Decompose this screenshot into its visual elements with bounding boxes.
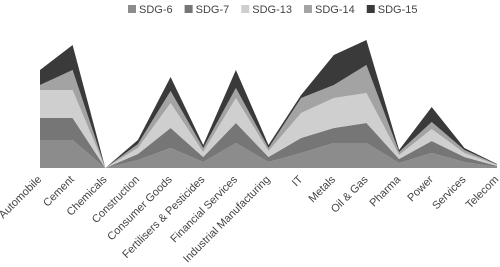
- area: [40, 140, 497, 168]
- x-tick-label: Services: [430, 173, 469, 212]
- legend-swatch: [366, 5, 375, 13]
- area: [40, 90, 497, 168]
- legend-swatch: [184, 5, 193, 13]
- x-tick-label: Metals: [307, 173, 339, 205]
- x-tick-label: Automobile: [0, 174, 44, 221]
- area: [40, 118, 497, 168]
- legend-label: SDG-13: [252, 4, 292, 16]
- legend: SDG-6 SDG-7 SDG-13 SDG-14 SDG-15: [128, 4, 418, 16]
- x-tick-label: Telecom: [464, 174, 500, 211]
- legend-label: SDG-15: [378, 4, 418, 16]
- x-tick-label: IT: [290, 173, 306, 189]
- legend-swatch: [128, 5, 136, 13]
- x-tick-label: Pharma: [368, 173, 404, 209]
- x-axis: AutomobileCementChemicalsConstructionCon…: [0, 173, 500, 265]
- x-tick-label: Power: [405, 173, 436, 204]
- plot-area: [40, 40, 497, 168]
- legend-swatch: [304, 5, 312, 13]
- legend-label: SDG-14: [315, 4, 355, 16]
- legend-swatch: [241, 5, 250, 13]
- legend-label: SDG-7: [196, 4, 230, 16]
- legend-label: SDG-6: [139, 4, 173, 16]
